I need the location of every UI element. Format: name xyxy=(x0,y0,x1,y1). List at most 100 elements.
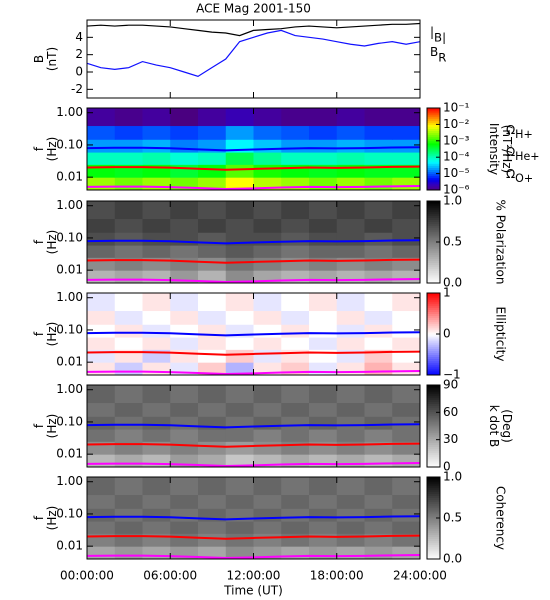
colorbar-segment xyxy=(427,301,440,304)
heatmap-cell xyxy=(281,362,310,376)
colorbar-segment xyxy=(427,556,440,560)
heatmap-cell xyxy=(198,402,227,417)
heatmap-cell xyxy=(87,201,116,220)
heatmap-cell xyxy=(336,454,365,468)
heatmap-cell xyxy=(364,218,393,233)
heatmap-cell xyxy=(198,533,227,547)
heatmap-cell xyxy=(142,108,171,127)
heatmap-cell xyxy=(114,232,143,246)
heatmap-cell xyxy=(87,270,116,284)
colorbar-segment xyxy=(427,366,440,370)
colorbar-segment xyxy=(427,434,440,437)
heatmap-cell xyxy=(281,521,310,534)
colorbar-segment xyxy=(427,207,440,210)
data-line xyxy=(86,423,421,429)
colorbar-segment xyxy=(427,256,440,259)
heatmap-cell xyxy=(87,477,116,496)
heatmap-cell xyxy=(392,429,421,442)
colorbar-label: (Deg) xyxy=(500,409,514,443)
colorbar-segment xyxy=(427,229,440,233)
colorbar-segment xyxy=(427,534,440,537)
heatmap-cell xyxy=(392,270,421,284)
heatmap-cell xyxy=(142,139,171,153)
y-axis-label: f xyxy=(32,146,46,151)
heatmap-cell xyxy=(392,385,421,404)
colorbar-tick-label: 1.0 xyxy=(443,194,462,208)
colorbar-segment xyxy=(427,299,440,302)
heatmap-cell xyxy=(87,454,116,468)
heatmap-cell xyxy=(114,245,143,258)
heatmap-cell xyxy=(309,508,338,522)
colorbar-segment xyxy=(427,411,440,415)
heatmap-cell xyxy=(281,416,310,430)
heatmap-cell xyxy=(142,218,171,233)
heatmap-cell xyxy=(336,429,365,442)
colorbar-segment xyxy=(427,540,440,544)
colorbar-segment xyxy=(427,497,440,501)
heatmap-cell xyxy=(225,164,254,178)
colorbar-tick-label: 30 xyxy=(443,432,458,446)
heatmap-cell xyxy=(281,232,310,246)
heatmap-cell xyxy=(392,201,421,220)
colorbar-segment xyxy=(427,321,440,325)
y-axis-label: (Hz) xyxy=(45,230,59,255)
y-axis-label: f xyxy=(32,331,46,336)
heatmap-cell xyxy=(87,139,116,153)
heatmap-cell xyxy=(364,521,393,534)
heatmap-cell xyxy=(253,416,282,430)
heatmap-cell xyxy=(225,454,254,468)
heatmap-cell xyxy=(253,521,282,534)
colorbar-tick-label: 1.0 xyxy=(443,470,462,484)
heatmap-cell xyxy=(225,245,254,258)
heatmap-cell xyxy=(392,546,421,560)
colorbar-segment xyxy=(427,225,440,229)
colorbar-segment xyxy=(427,513,440,517)
colorbar-segment xyxy=(427,331,440,335)
colorbar-segment xyxy=(427,354,440,358)
colorbar-segment xyxy=(427,258,440,261)
colorbar-segment xyxy=(427,246,440,249)
colorbar-segment xyxy=(427,242,440,245)
colorbar-segment xyxy=(427,231,440,235)
colorbar-frame xyxy=(426,107,441,191)
x-tick-label: 00:00:00 xyxy=(60,569,114,583)
heatmap-cell xyxy=(281,245,310,258)
heatmap-cell xyxy=(225,270,254,284)
heatmap-cell xyxy=(336,349,365,363)
heatmap-cell xyxy=(364,362,393,376)
heatmap-cell xyxy=(198,385,227,404)
colorbar-segment xyxy=(427,205,440,208)
heatmap-cell xyxy=(253,245,282,258)
heatmap-cell xyxy=(87,125,116,140)
y-tick-label: -2 xyxy=(71,82,83,96)
colorbar-segment xyxy=(427,163,440,166)
heatmap-cell xyxy=(114,324,143,338)
heatmap-cell xyxy=(198,125,227,140)
heatmap-cell xyxy=(392,108,421,127)
colorbar-label: % Polarization xyxy=(494,200,508,285)
heatmap-cell xyxy=(281,257,310,271)
colorbar-label: (nT²/Hz) xyxy=(500,125,514,173)
data-line xyxy=(86,515,421,521)
colorbar-segment xyxy=(427,462,440,466)
heatmap-cell xyxy=(198,218,227,233)
heatmap-cell xyxy=(87,177,116,191)
colorbar-segment xyxy=(427,276,440,280)
heatmap-cell xyxy=(281,494,310,509)
heatmap-cell xyxy=(364,429,393,442)
x-tick-label: 12:00:00 xyxy=(227,569,281,583)
colorbar-segment xyxy=(427,293,440,296)
colorbar-segment xyxy=(427,155,440,158)
colorbar-segment xyxy=(427,546,440,550)
heatmap-cell xyxy=(225,429,254,442)
heatmap-cell xyxy=(336,270,365,284)
heatmap-cell xyxy=(198,201,227,220)
colorbar-segment xyxy=(427,456,440,460)
heatmap-cell xyxy=(225,521,254,534)
heatmap-cell xyxy=(114,310,143,325)
colorbar-segment xyxy=(427,532,440,535)
colorbar-segment xyxy=(427,491,440,494)
heatmap-cell xyxy=(142,125,171,140)
colorbar-segment xyxy=(427,126,440,129)
